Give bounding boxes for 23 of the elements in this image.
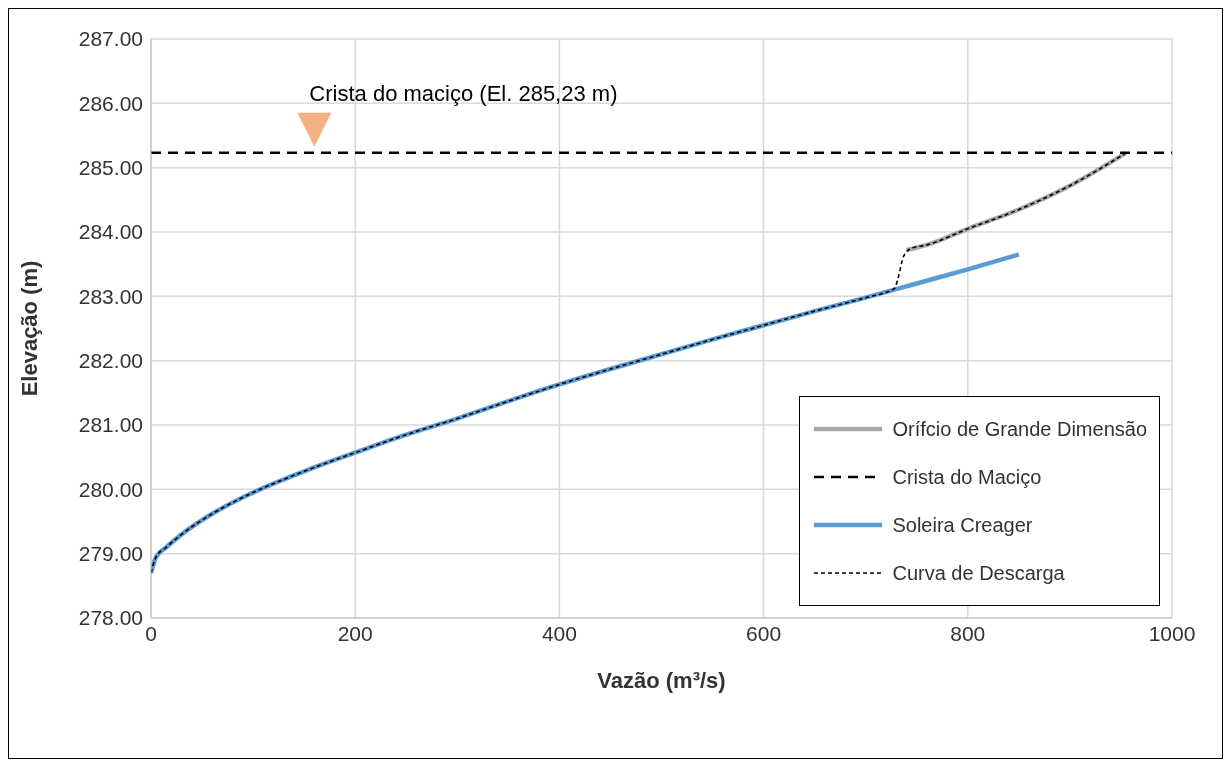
y-tick-label: 286.00 — [78, 91, 143, 115]
x-tick-label: 600 — [746, 621, 782, 645]
x-tick-label: 400 — [541, 621, 577, 645]
y-tick-label: 278.00 — [78, 606, 143, 630]
x-tick-label: 200 — [337, 621, 373, 645]
annotation: Crista do maciço (El. 285,23 m) — [309, 80, 618, 106]
legend-label: Curva de Descarga — [892, 561, 1065, 585]
y-tick-label: 282.00 — [78, 349, 143, 373]
y-tick-label: 285.00 — [78, 156, 143, 180]
legend-label: Orífcio de Grande Dimensão — [892, 417, 1147, 441]
y-tick-label: 287.00 — [78, 27, 143, 51]
y-tick-label: 284.00 — [78, 220, 143, 244]
legend-label: Soleira Creager — [892, 513, 1033, 537]
y-tick-label: 280.00 — [78, 477, 143, 501]
y-tick-label: 281.00 — [78, 413, 143, 437]
x-tick-label: 800 — [950, 621, 986, 645]
y-tick-label: 283.00 — [78, 284, 143, 308]
x-tick-label: 0 — [145, 621, 157, 645]
y-tick-label: 279.00 — [78, 542, 143, 566]
x-tick-label: 1000 — [1148, 621, 1196, 645]
x-axis-title: Vazão (m³/s) — [597, 668, 726, 693]
y-axis-title: Elevação (m) — [16, 260, 42, 397]
legend-label: Crista do Maciço — [892, 465, 1042, 489]
